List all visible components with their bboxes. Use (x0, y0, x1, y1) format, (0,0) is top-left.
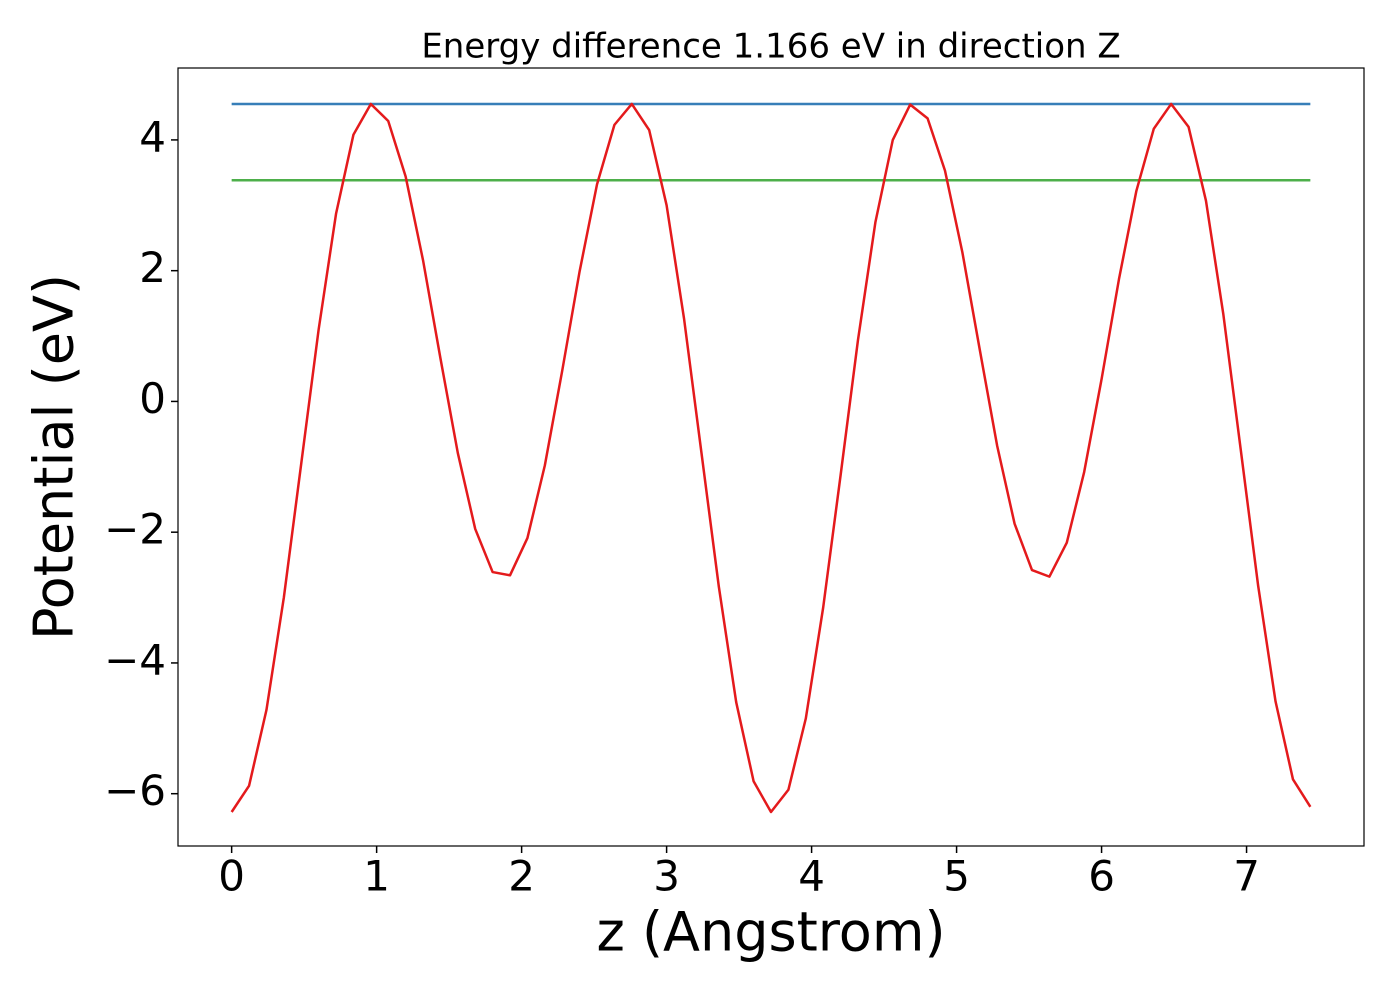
y-tick-label: 4 (139, 112, 166, 161)
y-tick-label: 2 (139, 243, 166, 292)
y-tick-label: −2 (104, 505, 166, 554)
x-axis-label: z (Angstrom) (596, 901, 945, 964)
x-tick-label: 4 (798, 852, 825, 901)
y-tick-label: 0 (139, 374, 166, 423)
data-line (230, 102, 1312, 814)
y-tick-label: −6 (104, 766, 166, 815)
y-axis-label: Potential (eV) (23, 274, 86, 640)
x-tick-label: 7 (1233, 852, 1260, 901)
x-tick-label: 6 (1088, 852, 1115, 901)
x-tick-label: 2 (508, 852, 535, 901)
x-tick-label: 5 (943, 852, 970, 901)
x-tick-label: 0 (218, 852, 245, 901)
plot-frame (177, 67, 1365, 847)
x-tick-label: 1 (363, 852, 390, 901)
chart-title: Energy difference 1.166 eV in direction … (421, 27, 1120, 67)
x-tick-label: 3 (653, 852, 680, 901)
y-tick-label: −4 (104, 635, 166, 684)
